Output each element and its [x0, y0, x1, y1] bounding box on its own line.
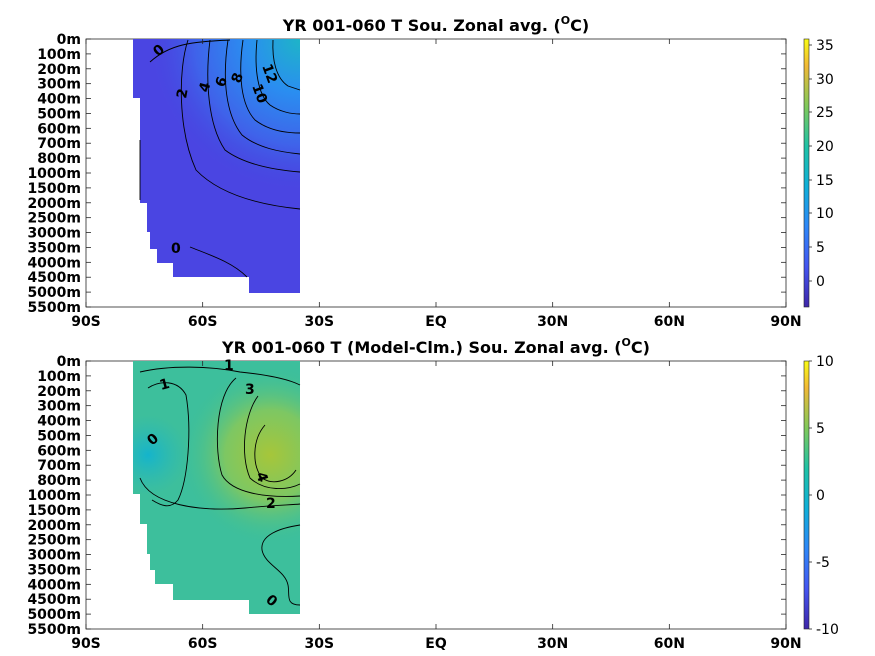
colorbar-ticks: -10 -5 0 5 10: [809, 354, 839, 638]
contour-label: 4: [196, 80, 214, 94]
x-tick-label: 90S: [71, 314, 101, 330]
y-tick-label: 4000m: [27, 255, 81, 271]
y-tick-label: 2000m: [27, 518, 81, 534]
y-tick-label: 800m: [37, 151, 81, 167]
contour-label: 2: [266, 496, 276, 512]
x-tick-label: 30N: [537, 314, 568, 330]
y-tick-label: 600m: [37, 443, 81, 459]
colorbar-tick-label: 0: [816, 274, 825, 290]
y-tick-label: 500m: [37, 428, 81, 444]
panel1-x-axis: 90S 60S 30S EQ 30N 60N 90N: [71, 39, 802, 330]
y-tick-label: 4500m: [27, 270, 81, 286]
x-tick-label: 60S: [188, 636, 218, 652]
colorbar-tick-label: 15: [816, 173, 834, 189]
panel1-title: YR 001-060 T Sou. Zonal avg. (OC): [282, 14, 589, 35]
colorbar-tick-label: -5: [816, 555, 830, 571]
panel1-contours: [139, 39, 301, 278]
colorbar-tick-label: 0: [816, 488, 825, 504]
colorbar-tick-label: 35: [816, 38, 834, 54]
colorbar-scale: [803, 38, 810, 308]
y-tick-label: 3000m: [27, 226, 81, 242]
y-tick-label: 4000m: [27, 577, 81, 593]
contour-label: 0: [171, 241, 181, 257]
y-tick-label: 5500m: [27, 300, 81, 316]
y-tick-label: 1500m: [27, 503, 81, 519]
panel2-x-axis: 90S 60S 30S EQ 30N 60N 90N: [71, 361, 802, 652]
y-tick-label: 5000m: [27, 607, 81, 623]
y-tick-label: 1500m: [27, 181, 81, 197]
x-tick-label: 30S: [305, 636, 335, 652]
panel1-y-axis: 0m100m200m300m400m500m600m700m800m1000m1…: [27, 32, 786, 316]
contour-label: 10: [248, 82, 270, 106]
panel-anomaly: YR 001-060 T (Model-Clm.) Sou. Zonal avg…: [27, 336, 838, 652]
y-tick-label: 3500m: [27, 562, 81, 578]
x-tick-label: 30N: [537, 636, 568, 652]
colorbar-tick-label: 20: [816, 139, 834, 155]
y-tick-label: 0m: [57, 32, 81, 48]
y-tick-label: 2500m: [27, 211, 81, 227]
x-tick-label: 90N: [770, 314, 801, 330]
x-tick-label: 60S: [188, 314, 218, 330]
x-tick-label: 90N: [770, 636, 801, 652]
y-tick-label: 0m: [57, 354, 81, 370]
panel1-field-warm: [133, 39, 300, 293]
panel2-field-cool: [133, 361, 300, 614]
y-tick-label: 2000m: [27, 196, 81, 212]
y-tick-label: 800m: [37, 473, 81, 489]
colorbar-tick-label: 30: [816, 72, 834, 88]
contour-label: 1: [158, 376, 172, 394]
y-tick-label: 5000m: [27, 285, 81, 301]
y-tick-label: 5500m: [27, 622, 81, 638]
colorbar-tick-label: 10: [816, 206, 834, 222]
colorbar-tick-label: 10: [816, 354, 834, 370]
y-tick-label: 500m: [37, 106, 81, 122]
y-tick-label: 1000m: [27, 488, 81, 504]
y-tick-label: 400m: [37, 92, 81, 108]
panel2-y-axis: 0m100m200m300m400m500m600m700m800m1000m1…: [27, 354, 786, 638]
y-tick-label: 4500m: [27, 592, 81, 608]
colorbar-ticks: 0 5 10 15 20 25 30 35: [809, 38, 834, 290]
colorbar-scale: [803, 360, 810, 630]
contour-label: 1: [224, 358, 234, 374]
y-tick-label: 300m: [37, 399, 81, 415]
colorbar-tick-label: 5: [816, 240, 825, 256]
x-tick-label: EQ: [425, 314, 447, 330]
y-tick-label: 700m: [37, 458, 81, 474]
panel-temperature: YR 001-060 T Sou. Zonal avg. (OC) 0 2 4 …: [27, 14, 833, 330]
y-tick-label: 3500m: [27, 240, 81, 256]
y-tick-label: 100m: [37, 369, 81, 385]
colorbar-tick-label: 25: [816, 105, 834, 121]
y-tick-label: 1000m: [27, 166, 81, 182]
panel2-contours: [139, 366, 301, 606]
x-tick-label: 60N: [654, 636, 685, 652]
y-tick-label: 300m: [37, 77, 81, 93]
x-tick-label: 30S: [305, 314, 335, 330]
panel1-colorbar: 0 5 10 15 20 25 30 35: [803, 38, 834, 308]
y-tick-label: 200m: [37, 62, 81, 78]
x-tick-label: 60N: [654, 314, 685, 330]
y-tick-label: 2500m: [27, 533, 81, 549]
y-tick-label: 700m: [37, 136, 81, 152]
colorbar-tick-label: -10: [816, 622, 839, 638]
y-tick-label: 400m: [37, 414, 81, 430]
y-tick-label: 3000m: [27, 548, 81, 564]
colorbar-tick-label: 5: [816, 421, 825, 437]
x-tick-label: 90S: [71, 636, 101, 652]
contour-label: 3: [245, 382, 255, 398]
y-tick-label: 600m: [37, 121, 81, 137]
panel2-title: YR 001-060 T (Model-Clm.) Sou. Zonal avg…: [221, 336, 650, 357]
y-tick-label: 100m: [37, 47, 81, 63]
y-tick-label: 200m: [37, 384, 81, 400]
contour-label: 2: [174, 87, 191, 99]
x-tick-label: EQ: [425, 636, 447, 652]
panel2-colorbar: -10 -5 0 5 10: [803, 354, 839, 638]
contour-label: 12: [258, 62, 280, 86]
